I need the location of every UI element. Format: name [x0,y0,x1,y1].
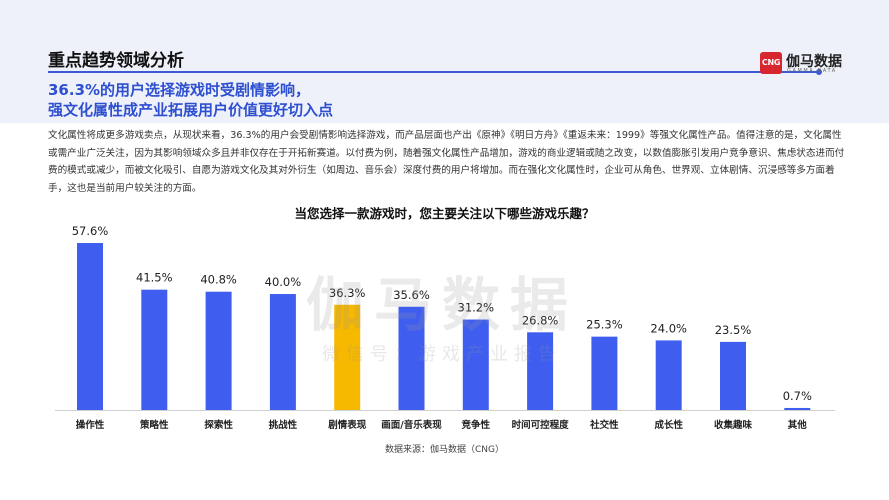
value-label-5: 35.6% [393,288,430,302]
value-label-2: 40.8% [200,273,237,287]
category-label-5: 画面/音乐表现 [381,419,442,431]
category-label-1: 策略性 [139,419,169,431]
category-label-8: 社交性 [589,419,619,431]
category-label-11: 其他 [788,419,808,431]
body-paragraph: 文化属性将成更多游戏卖点，从现状来看，36.3%的用户会受剧情影响选择游戏，而产… [48,130,845,194]
value-label-6: 31.2% [458,301,495,315]
category-label-7: 时间可控程度 [512,419,570,431]
category-label-3: 挑战性 [269,419,298,431]
bar-7 [527,332,554,410]
category-label-4: 剧情表现 [328,419,367,431]
category-label-9: 成长性 [654,419,683,431]
value-label-9: 24.0% [650,321,687,335]
category-label-0: 操作性 [76,419,105,431]
value-label-8: 25.3% [586,318,623,332]
bar-4 [334,304,361,410]
bar-10 [720,341,746,410]
value-label-3: 40.0% [265,275,302,289]
value-label-11: 0.7% [783,389,812,403]
value-label-4: 36.3% [329,286,366,300]
bar-9 [655,340,682,410]
value-label-10: 23.5% [715,323,752,337]
value-label-1: 41.5% [136,271,173,285]
section-title: 重点趋势领域分析 [48,51,184,71]
bar-3 [269,294,296,410]
bar-11 [784,407,811,410]
logo-name-cn: 伽马数据 [786,54,842,70]
headline-line-2: 强文化属性成产业拓展用户价值更好切入点 [48,101,334,119]
bar-0 [77,243,103,410]
headline-line-1: 36.3%的用户选择游戏时受剧情影响， [48,81,311,99]
chart-title: 当您选择一款游戏时，您主要关注以下哪些游戏乐趣？ [294,206,595,221]
category-label-6: 竞争性 [461,419,491,431]
data-source: 数据来源：伽马数据（CNG） [385,445,504,455]
headline: 36.3%的用户选择游戏时受剧情影响， 强文化属性成产业拓展用户价值更好切入点 [48,80,333,120]
logo-name-en: GAMMA DATA [787,68,837,74]
bar-1 [141,289,168,410]
category-label-2: 探索性 [204,419,233,431]
value-label-0: 57.6% [72,224,109,238]
bar-2 [205,291,232,410]
bar-8 [591,336,618,410]
value-label-7: 26.8% [522,313,559,327]
title-underline [48,71,820,73]
bar-5 [398,306,425,410]
header-band [0,0,889,123]
title-underline-dot [816,69,822,75]
logo-mark-icon: CNG [760,52,782,74]
category-label-10: 收集趣味 [714,419,753,431]
bar-6 [462,319,489,410]
